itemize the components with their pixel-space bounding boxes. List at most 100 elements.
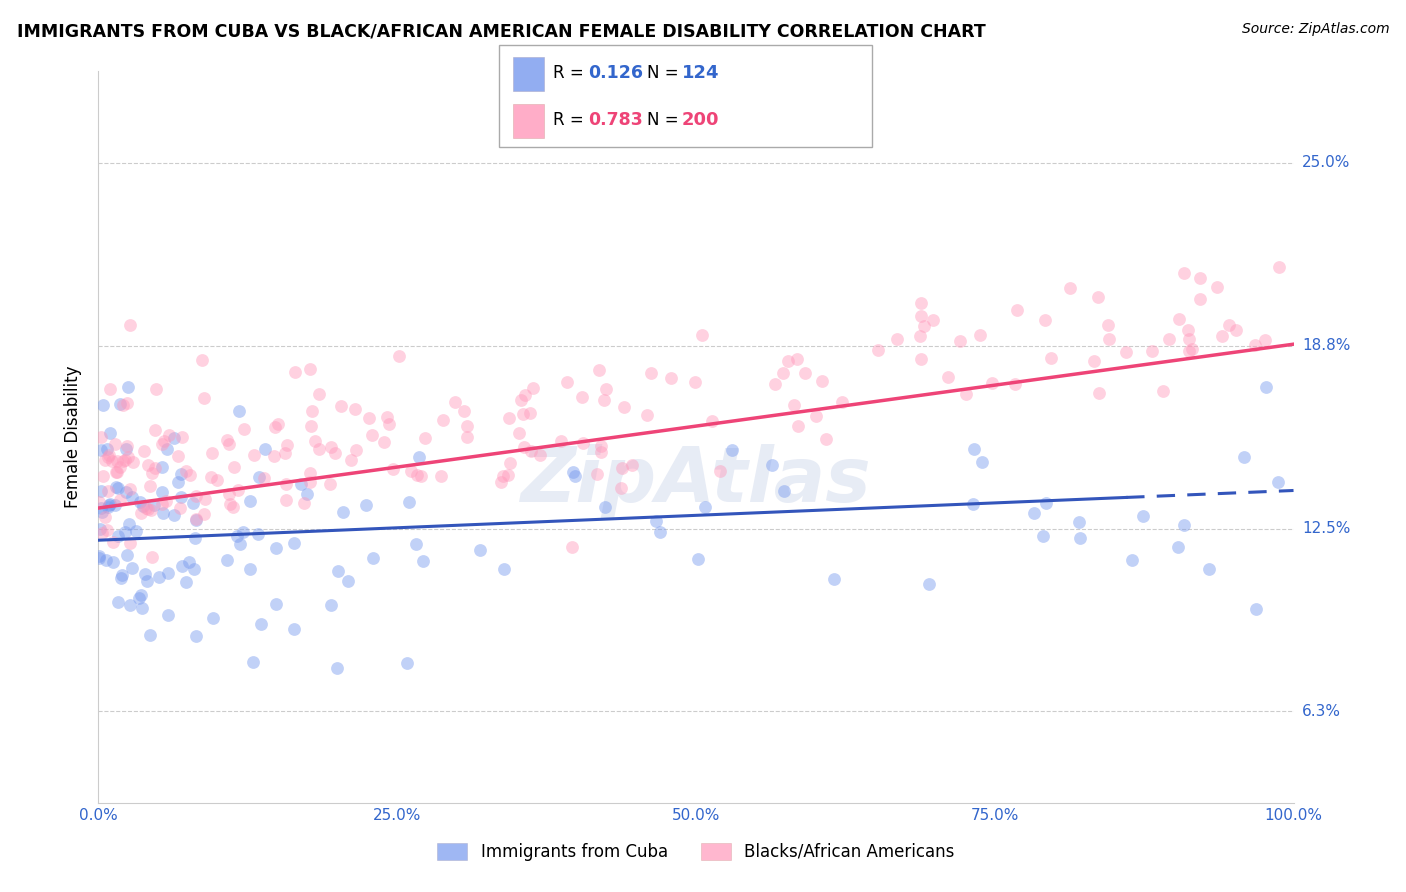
Point [1004,376,1026,391]
Point [179,468,201,483]
Point [167,449,190,463]
Point [922,313,945,327]
Point [332,505,354,519]
Point [866,343,889,358]
Point [163,431,186,445]
Point [91,526,114,541]
Point [94,452,117,467]
Point [456,419,478,434]
Point [814,432,837,446]
Point [266,417,288,431]
Point [114,453,136,467]
Point [170,467,193,481]
Point [283,365,305,379]
Point [200,470,222,484]
Point [131,506,153,520]
Point [264,420,287,434]
Point [129,588,152,602]
Point [120,536,142,550]
Text: 0.783: 0.783 [588,112,643,129]
Point [1198,561,1220,575]
Point [108,492,131,507]
Point [184,629,207,643]
Point [325,446,347,460]
Point [1032,529,1054,543]
Point [572,436,595,450]
Point [156,608,179,623]
Point [910,295,932,310]
Point [1040,351,1063,365]
Point [191,352,214,367]
Point [98,426,121,441]
Point [468,543,491,558]
Point [1254,333,1277,347]
Point [688,551,710,566]
Point [520,444,543,458]
Y-axis label: Female Disability: Female Disability [65,366,83,508]
Point [108,459,131,474]
Point [104,437,127,451]
Point [778,354,800,368]
Text: N =: N = [647,112,683,129]
Point [1121,553,1143,567]
Point [239,562,262,576]
Text: 124: 124 [682,64,720,82]
Point [786,351,808,366]
Point [98,448,121,462]
Point [125,524,148,538]
Point [120,483,142,497]
Point [786,418,808,433]
Point [274,476,297,491]
Point [233,422,256,436]
Point [586,467,609,482]
Point [90,483,112,498]
Point [292,495,315,509]
Point [1188,271,1211,285]
Point [1132,508,1154,523]
Point [117,380,139,394]
Point [103,555,125,569]
Point [308,442,330,456]
Point [499,456,522,470]
Text: 25.0%: 25.0% [1302,155,1350,170]
Point [298,475,321,490]
Point [430,469,453,483]
Point [264,541,287,555]
Point [295,487,318,501]
Point [413,431,436,445]
Point [593,500,616,514]
Point [962,497,984,511]
Point [249,616,271,631]
Point [949,334,972,348]
Point [104,480,127,494]
Point [1178,332,1201,346]
Point [215,552,238,566]
Point [93,468,115,483]
Point [247,527,270,541]
Point [143,498,166,512]
Point [1267,475,1289,489]
Point [912,319,935,334]
Point [401,464,423,478]
Point [145,383,167,397]
Point [134,567,156,582]
Point [381,462,404,476]
Point [621,458,644,472]
Point [105,465,128,479]
Point [141,467,163,481]
Point [721,443,744,458]
Point [522,381,544,395]
Point [1178,343,1201,358]
Point [110,397,132,411]
Point [105,453,128,467]
Point [804,409,827,423]
Point [174,464,197,478]
Point [693,500,716,514]
Point [299,419,322,434]
Point [645,514,668,528]
Point [936,370,959,384]
Point [398,495,420,509]
Point [1167,312,1189,326]
Point [128,591,150,606]
Point [97,500,120,515]
